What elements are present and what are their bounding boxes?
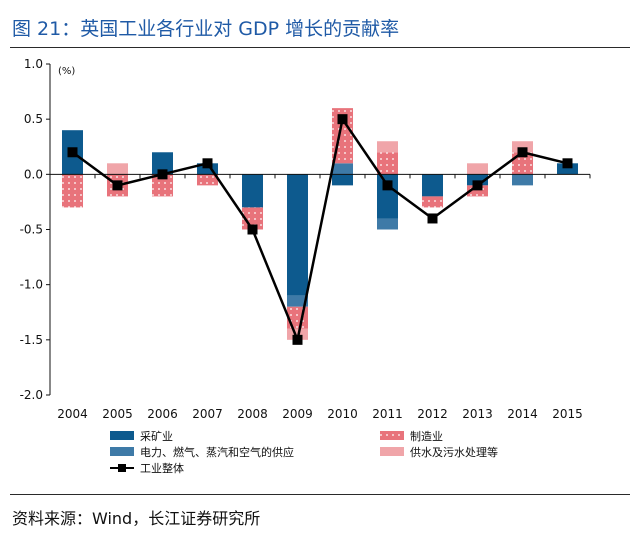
total-line-marker bbox=[337, 114, 348, 125]
bar-segment-dots bbox=[62, 174, 83, 208]
bar-segment-dots bbox=[152, 174, 173, 197]
x-tick-label: 2013 bbox=[462, 407, 493, 421]
total-line-marker bbox=[112, 180, 123, 191]
x-tick-label: 2014 bbox=[507, 407, 538, 421]
total-line-path bbox=[71, 117, 568, 342]
bar-segment bbox=[287, 295, 308, 307]
bar-segment bbox=[332, 163, 353, 175]
x-tick-label: 2008 bbox=[237, 407, 268, 421]
bar-segment bbox=[422, 174, 443, 197]
y-tick-label: -0.5 bbox=[20, 223, 43, 237]
total-line-marker bbox=[427, 213, 438, 224]
x-tick-label: 2007 bbox=[192, 407, 223, 421]
total-line-marker bbox=[292, 334, 303, 345]
figure-title: 图 21：英国工业各行业对 GDP 增长的贡献率 bbox=[12, 18, 400, 40]
total-line-marker bbox=[157, 169, 168, 180]
bar-segment-dots bbox=[422, 196, 443, 208]
total-line-marker bbox=[247, 224, 258, 235]
legend-swatch bbox=[380, 447, 404, 456]
total-line-marker bbox=[517, 147, 528, 158]
legend-label: 供水及污水处理等 bbox=[410, 445, 498, 459]
legend-label: 采矿业 bbox=[140, 430, 173, 443]
x-axis: 2004 2005 2006 2007 2008 2009 2010 2011 2012 2013… bbox=[49, 173, 591, 421]
x-tick-label: 2009 bbox=[282, 407, 313, 421]
bar-segment-dots bbox=[377, 152, 398, 175]
bar-segment bbox=[287, 174, 308, 296]
bar-segment bbox=[557, 163, 578, 175]
y-tick-label: -1.0 bbox=[20, 278, 43, 292]
x-tick-label: 2010 bbox=[327, 407, 358, 421]
total-line-marker bbox=[562, 158, 573, 169]
x-tick-label: 2004 bbox=[57, 407, 88, 421]
legend-swatch-dots bbox=[380, 431, 404, 440]
x-tick-label: 2012 bbox=[417, 407, 448, 421]
legend-marker bbox=[118, 464, 126, 472]
bar-segment bbox=[512, 174, 533, 186]
total-line-marker bbox=[382, 180, 393, 191]
legend-label: 工业整体 bbox=[140, 461, 184, 475]
x-tick-label: 2011 bbox=[372, 407, 403, 421]
y-tick-label: -2.0 bbox=[20, 388, 43, 402]
y-tick-label: -1.5 bbox=[20, 333, 43, 347]
bar-segment-dots bbox=[467, 185, 488, 197]
title-divider bbox=[10, 47, 630, 48]
footer-divider bbox=[10, 494, 630, 495]
bar-segment bbox=[377, 141, 398, 153]
bar-segment bbox=[107, 163, 128, 175]
total-line-marker bbox=[67, 147, 78, 158]
legend-swatch bbox=[110, 431, 134, 440]
y-tick-label: 0.0 bbox=[24, 167, 43, 181]
bar-segment bbox=[467, 163, 488, 175]
x-tick-label: 2015 bbox=[552, 407, 583, 421]
bar-segment bbox=[377, 218, 398, 230]
bar-segment bbox=[377, 174, 398, 219]
legend-label: 制造业 bbox=[410, 429, 443, 443]
bar-segment bbox=[152, 152, 173, 175]
bar-segment-dots bbox=[512, 152, 533, 175]
legend-label: 电力、燃气、蒸汽和空气的供应 bbox=[140, 445, 294, 459]
bar-segment bbox=[242, 174, 263, 208]
total-line-marker bbox=[472, 180, 483, 191]
y-tick-label: 0.5 bbox=[24, 112, 43, 126]
bar-segment bbox=[197, 163, 218, 175]
total-line-marker bbox=[202, 158, 213, 169]
legend-swatch bbox=[110, 447, 134, 456]
x-tick-label: 2005 bbox=[102, 407, 133, 421]
x-tick-label: 2006 bbox=[147, 407, 178, 421]
total-line bbox=[67, 114, 573, 345]
bar-segment bbox=[467, 174, 488, 186]
source-note: 资料来源：Wind，长江证券研究所 bbox=[12, 509, 261, 528]
bar-segment bbox=[332, 174, 353, 186]
bar-segment-dots bbox=[197, 174, 218, 186]
y-tick-label: 1.0 bbox=[24, 57, 43, 71]
y-unit-label: (%) bbox=[58, 66, 75, 77]
bar-segment bbox=[512, 141, 533, 153]
chart: 1.00.50.0-0.5-1.0-1.5-2.0 2004 2005 2006 20… bbox=[20, 57, 591, 475]
y-axis: 1.0 0.5 0.0 -0.5 -1.0 -1.5 -2.0 bbox=[20, 57, 51, 402]
